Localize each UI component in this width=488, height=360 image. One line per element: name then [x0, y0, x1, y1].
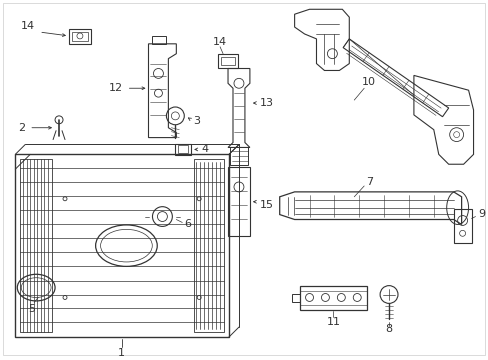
Bar: [72, 32, 88, 41]
Bar: [194, 159, 224, 332]
Text: 14: 14: [21, 21, 35, 31]
Bar: [299, 285, 366, 310]
Text: 15: 15: [259, 200, 273, 210]
Bar: [69, 29, 91, 44]
Text: 14: 14: [213, 37, 226, 47]
Bar: [20, 159, 52, 332]
Bar: [218, 54, 238, 68]
Text: 6: 6: [184, 220, 191, 229]
Text: 13: 13: [259, 98, 273, 108]
Bar: [221, 57, 235, 64]
Bar: [178, 145, 188, 153]
Text: 1: 1: [118, 348, 125, 358]
Text: 12: 12: [108, 83, 122, 93]
Text: 5: 5: [28, 304, 35, 314]
Text: 4: 4: [201, 144, 208, 154]
Text: 8: 8: [385, 324, 392, 334]
Bar: [453, 209, 470, 243]
Text: 10: 10: [362, 77, 375, 87]
Bar: [175, 144, 191, 156]
Text: 3: 3: [193, 116, 200, 126]
Bar: [229, 148, 247, 165]
Text: 11: 11: [325, 317, 340, 327]
Bar: [15, 154, 228, 337]
Text: 7: 7: [365, 177, 372, 187]
Text: 9: 9: [478, 208, 485, 219]
Text: 2: 2: [18, 123, 25, 133]
